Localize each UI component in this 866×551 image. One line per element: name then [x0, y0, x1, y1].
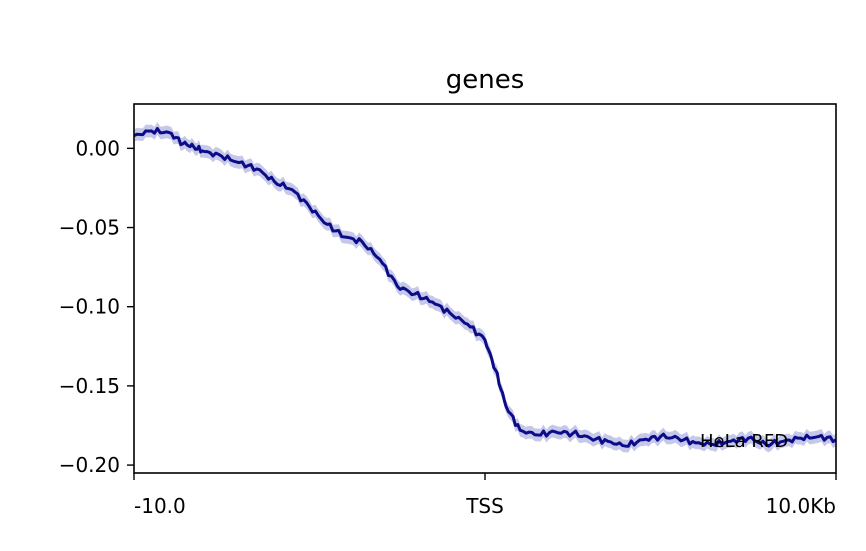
- x-tick-label: 10.0Kb: [766, 494, 836, 518]
- series-line: [133, 127, 837, 448]
- x-axis: -10.0 TSS 10.0Kb: [133, 473, 837, 518]
- y-tick-label: −0.20: [59, 453, 120, 477]
- y-axis: 0.00 −0.05 −0.10 −0.15 −0.20: [59, 136, 134, 477]
- chart-title: genes: [446, 65, 525, 95]
- legend-label-hela-rfd: HeLa RFD: [700, 431, 788, 452]
- y-tick-label: −0.10: [59, 295, 120, 319]
- x-tick-label: TSS: [465, 494, 504, 518]
- band-layer: [134, 122, 836, 453]
- series-band: [134, 122, 836, 453]
- y-tick-label: 0.00: [75, 136, 120, 160]
- x-tick-label: -10.0: [134, 494, 186, 518]
- line-layer: [133, 127, 837, 448]
- y-tick-label: −0.15: [59, 374, 120, 398]
- y-tick-label: −0.05: [59, 216, 120, 240]
